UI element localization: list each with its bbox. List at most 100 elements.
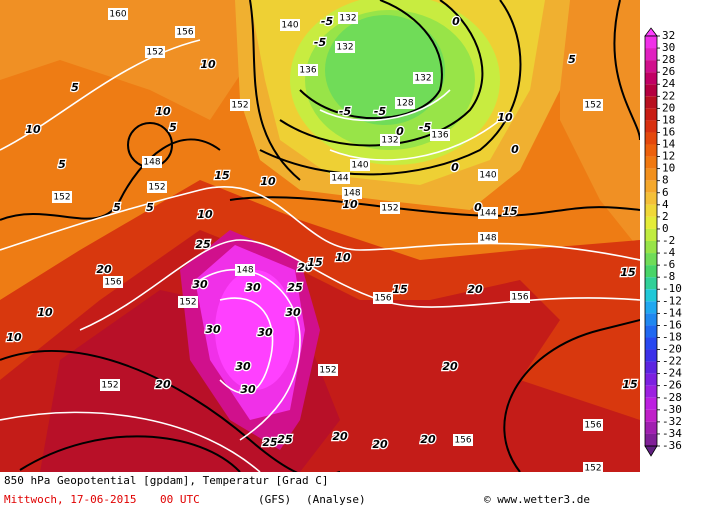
colorbar-band [645, 108, 657, 121]
geopotential-label-box [103, 276, 123, 288]
colorbar-band [645, 36, 657, 49]
geopotential-label: 152 [319, 366, 336, 376]
geopotential-label: 132 [336, 43, 353, 53]
geopotential-label: 152 [148, 183, 165, 193]
colorbar-label: -20 [662, 343, 682, 356]
geopotential-label: 152 [584, 464, 601, 474]
colorbar-label: -24 [662, 367, 682, 380]
geopotential-label-box [583, 419, 603, 431]
colorbar-label: -30 [662, 403, 682, 416]
temperature-label: 5 [169, 121, 177, 134]
colorbar-band [645, 421, 657, 434]
geopotential-label: 148 [343, 189, 360, 199]
colorbar-label: 18 [662, 113, 675, 126]
colorbar-label: -12 [662, 294, 682, 307]
temperature-label: 30 [285, 306, 301, 319]
geopotential-label: 152 [231, 101, 248, 111]
colorbar-band [645, 180, 657, 193]
geopotential-label-box [395, 97, 415, 109]
colorbar-band [645, 385, 657, 398]
geopotential-label-box [342, 187, 362, 199]
temperature-label: 15 [392, 283, 408, 296]
colorbar-band [645, 96, 657, 109]
colorbar-band [645, 60, 657, 73]
temperature-label: 10 [25, 123, 41, 136]
colorbar-label: 10 [662, 162, 675, 175]
geopotential-label-box [145, 46, 165, 58]
temperature-label: -5 [374, 105, 387, 118]
geopotential-label-box [142, 156, 162, 168]
colorbar-label: 20 [662, 101, 675, 114]
geopotential-label-box [373, 292, 393, 304]
temperature-label: 20 [467, 283, 483, 296]
temperature-label: 25 [262, 436, 278, 449]
colorbar-label: 16 [662, 125, 675, 138]
temperature-label: 20 [372, 438, 388, 451]
geopotential-label: 156 [374, 294, 391, 304]
temperature-label: 10 [335, 251, 351, 264]
colorbar-band [645, 397, 657, 410]
geopotential-label-box [298, 64, 318, 76]
geopotential-label: 152 [381, 204, 398, 214]
colorbar-label: -36 [662, 439, 682, 452]
colorbar-label: -34 [662, 427, 682, 440]
geopotential-label: 152 [584, 101, 601, 111]
geopotential-contours [0, 0, 640, 472]
colorbar-band [645, 241, 657, 254]
temperature-label: 0 [474, 201, 482, 214]
geopotential-label: 140 [281, 21, 298, 31]
geopotential-label: 156 [454, 436, 471, 446]
temperature-label: 20 [297, 261, 313, 274]
colorbar-band [645, 325, 657, 338]
colorbar-label: -26 [662, 379, 682, 392]
geopotential-label-box [430, 129, 450, 141]
colorbar-band [645, 289, 657, 302]
geopotential-label: 148 [236, 266, 253, 276]
geopotential-label: 152 [101, 381, 118, 391]
colorbar-band [645, 313, 657, 326]
colorbar-band [645, 72, 657, 85]
geopotential-label-box [380, 134, 400, 146]
geopotential-label-box [100, 379, 120, 391]
temperature-label: 20 [332, 430, 348, 443]
colorbar-label: 28 [662, 53, 675, 66]
geopotential-label: 136 [299, 66, 316, 76]
colorbar-label: -10 [662, 282, 682, 295]
colorbar-band [645, 301, 657, 314]
temperature-label: 15 [214, 169, 230, 182]
temperature-label: 5 [568, 53, 576, 66]
colorbar-label: 6 [662, 186, 669, 199]
temperature-label: 25 [287, 281, 303, 294]
colorbar-top-arrow [644, 27, 658, 37]
temperature-contours [0, 39, 640, 472]
geopotential-label-box [583, 99, 603, 111]
colorbar-label: -32 [662, 415, 682, 428]
geopotential-label-box [338, 12, 358, 24]
colorbar-label: 26 [662, 65, 675, 78]
geopotential-label: 152 [53, 193, 70, 203]
temperature-label: 10 [6, 331, 22, 344]
geopotential-label: 140 [351, 161, 368, 171]
colorbar-band [645, 409, 657, 422]
geopotential-label-box [413, 72, 433, 84]
colorbar-label: -4 [662, 246, 676, 259]
geopotential-label: 156 [104, 278, 121, 288]
colorbar-label: 12 [662, 150, 675, 163]
colorbar-label: -18 [662, 330, 682, 343]
temperature-label: 20 [420, 433, 436, 446]
footer-date: Mittwoch, 17-06-2015 [4, 493, 136, 506]
geopotential-label-box [52, 191, 72, 203]
geopotential-label: 148 [143, 158, 160, 168]
colorbar-label: -16 [662, 318, 682, 331]
temperature-label: 30 [192, 278, 208, 291]
temperature-label: 0 [511, 143, 519, 156]
geopotential-label-box [318, 364, 338, 376]
temperature-label: 10 [197, 208, 213, 221]
geopotential-label: 148 [479, 234, 496, 244]
temperature-label: 5 [146, 201, 154, 214]
temperature-label: 20 [155, 378, 171, 391]
footer-run: (Analyse) [306, 493, 366, 506]
footer-time: 00 UTC [160, 493, 200, 506]
geopotential-label: 156 [511, 293, 528, 303]
geopotential-label: 128 [396, 99, 413, 109]
